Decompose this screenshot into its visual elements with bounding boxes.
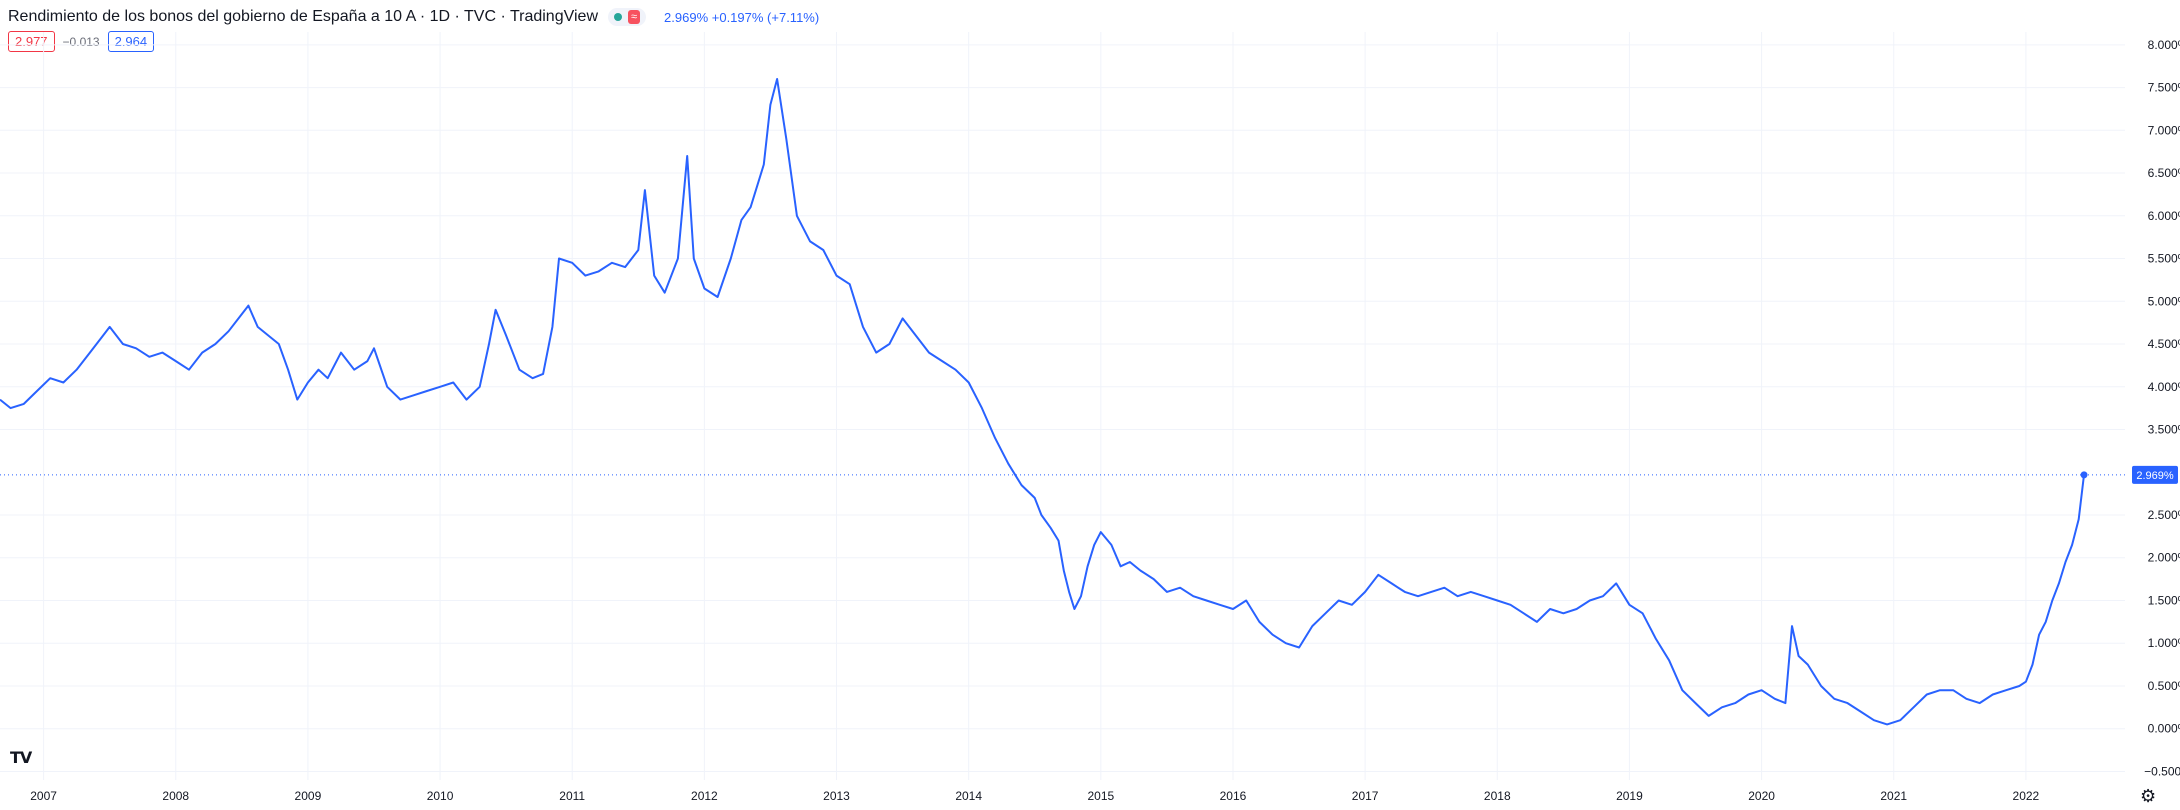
y-tick-label: 2.000% xyxy=(2148,551,2180,565)
price-change-info: 2.969% +0.197% (+7.11%) xyxy=(664,9,820,25)
chart-title: Rendimiento de los bonos del gobierno de… xyxy=(8,8,598,25)
last-price-label: 2.969% xyxy=(2136,470,2174,482)
chart-header: Rendimiento de los bonos del gobierno de… xyxy=(8,4,819,30)
y-tick-label: 4.500% xyxy=(2148,337,2180,351)
y-tick-label: 7.000% xyxy=(2148,123,2180,137)
x-tick-label: 2008 xyxy=(162,789,189,803)
x-tick-label: 2021 xyxy=(1880,789,1907,803)
price-axis[interactable]: 8.000% 7.500% 7.000% 6.500% 6.000% 5.500% 5.00… xyxy=(2132,38,2180,779)
x-tick-label: 2013 xyxy=(823,789,850,803)
y-tick-label: 6.500% xyxy=(2148,166,2180,180)
time-axis[interactable]: 2007 2008 2009 2010 2011 2012 2013 2014 2015 2016… xyxy=(30,789,2039,803)
y-tick-label: 3.500% xyxy=(2148,423,2180,437)
tradingview-logo[interactable]: TV xyxy=(10,748,32,767)
x-tick-label: 2014 xyxy=(955,789,982,803)
last-price-badge xyxy=(2132,465,2178,484)
last-price-dot xyxy=(2080,471,2088,479)
y-tick-label: 5.000% xyxy=(2148,294,2180,308)
approx-icon: ≈ xyxy=(628,10,641,24)
x-tick-label: 2011 xyxy=(559,789,585,803)
x-tick-label: 2007 xyxy=(30,789,57,803)
y-tick-label: 2.500% xyxy=(2148,508,2180,522)
y-tick-label: 5.500% xyxy=(2148,252,2180,266)
series-layer xyxy=(0,78,2125,726)
x-tick-label: 2009 xyxy=(295,789,322,803)
y-tick-label: 0.000% xyxy=(2148,722,2180,736)
y-tick-label: 8.000% xyxy=(2148,38,2180,52)
y-tick-label: −0.500% xyxy=(2144,764,2180,778)
x-tick-label: 2012 xyxy=(691,789,718,803)
grid xyxy=(0,32,2125,780)
y-tick-label: 1.500% xyxy=(2148,593,2180,607)
y-tick-label: 7.500% xyxy=(2148,81,2180,95)
y-tick-label: 0.500% xyxy=(2148,679,2180,693)
y-tick-label: 1.000% xyxy=(2148,636,2180,650)
x-tick-label: 2015 xyxy=(1087,789,1114,803)
x-tick-label: 2016 xyxy=(1220,789,1247,803)
x-tick-label: 2017 xyxy=(1352,789,1379,803)
x-tick-label: 2018 xyxy=(1484,789,1511,803)
y-tick-label: 6.000% xyxy=(2148,209,2180,223)
x-tick-label: 2019 xyxy=(1616,789,1643,803)
series-line xyxy=(0,78,2085,726)
gear-icon[interactable]: ⚙ xyxy=(2140,786,2157,806)
market-status-icon xyxy=(614,13,622,21)
status-badge[interactable]: ≈ xyxy=(608,8,647,26)
y-tick-label: 4.000% xyxy=(2148,380,2180,394)
x-tick-label: 2022 xyxy=(2013,789,2040,803)
x-tick-label: 2020 xyxy=(1748,789,1775,803)
x-tick-label: 2010 xyxy=(427,789,454,803)
